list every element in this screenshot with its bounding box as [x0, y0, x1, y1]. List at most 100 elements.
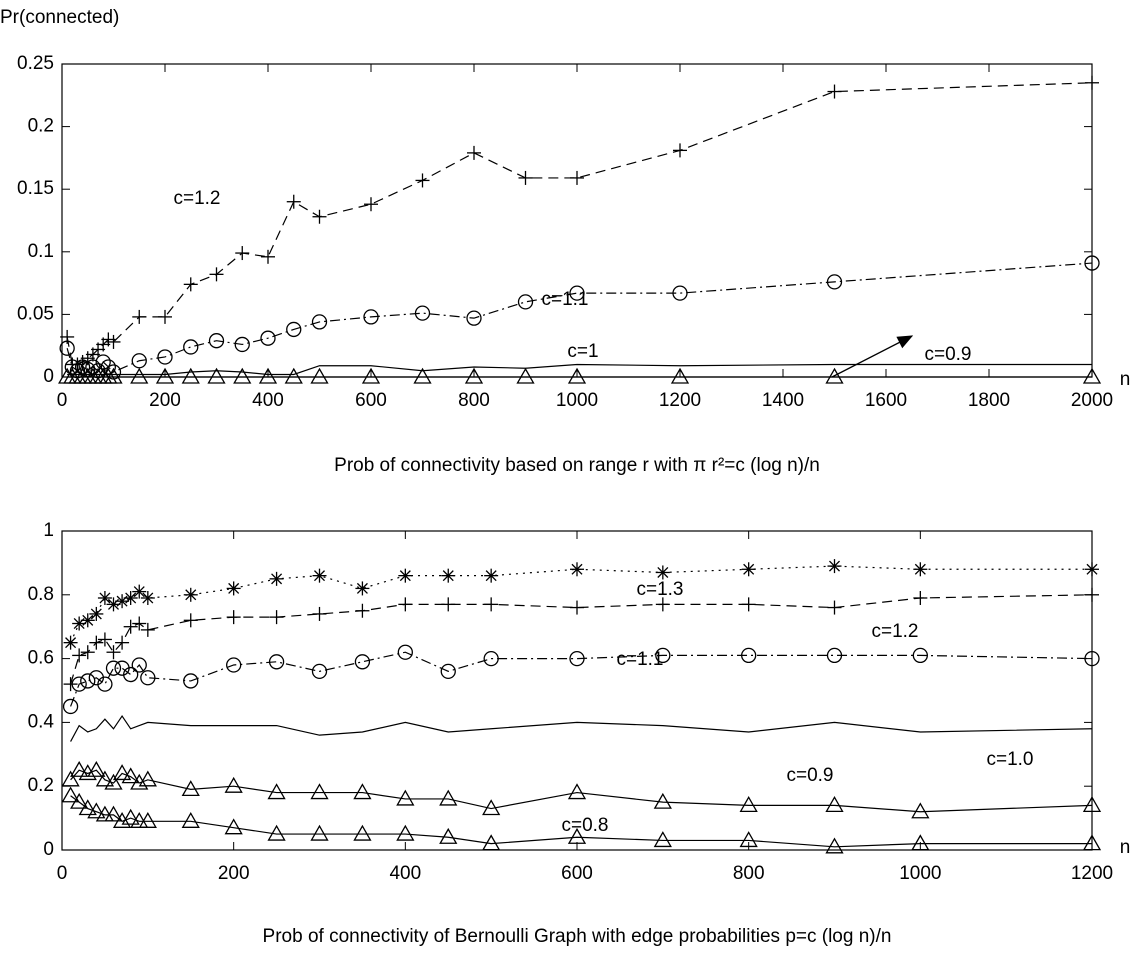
data-point [286, 321, 302, 338]
data-point [741, 597, 756, 612]
data-point [61, 786, 80, 803]
data-point [224, 776, 243, 793]
marker-shape [655, 647, 671, 664]
marker-shape [825, 796, 844, 812]
annotation: c=1.0 [986, 749, 1033, 770]
y-tick-label: 0.2 [28, 116, 54, 137]
marker-stroke [1086, 563, 1098, 575]
marker-shape [363, 309, 379, 325]
data-point [825, 796, 844, 812]
data-point [312, 209, 327, 224]
annotation: c=1.1 [616, 649, 663, 670]
marker-shape [104, 367, 123, 384]
marker-stroke [829, 560, 840, 572]
data-point [1082, 367, 1102, 384]
data-point [207, 367, 226, 384]
data-point [140, 590, 155, 605]
data-point [655, 647, 671, 664]
annotation-arrow [831, 335, 914, 378]
data-point [363, 309, 379, 325]
data-point [310, 367, 329, 384]
marker-shape [208, 333, 225, 349]
marker-stroke [185, 589, 197, 601]
marker-shape [181, 367, 200, 384]
marker-shape [183, 673, 199, 689]
data-point [233, 367, 252, 384]
data-point [72, 648, 87, 663]
data-point [234, 336, 250, 353]
data-point [825, 367, 844, 384]
data-point [261, 249, 275, 264]
marker-shape [70, 792, 89, 809]
marker-shape [62, 698, 79, 715]
data-point [413, 367, 432, 384]
marker-shape [912, 647, 928, 664]
y-tick-label: 0.05 [17, 303, 54, 324]
data-point [1085, 75, 1099, 90]
data-point [132, 584, 147, 599]
data-point [157, 349, 173, 365]
data-point [567, 367, 587, 384]
marker-stroke [99, 592, 111, 604]
marker-stroke [65, 637, 77, 649]
data-point [516, 367, 535, 384]
data-point [70, 760, 89, 777]
data-point [415, 173, 430, 188]
data-point [183, 613, 198, 628]
annotation: c=1.1 [541, 289, 588, 310]
marker-shape [207, 367, 226, 384]
data-point [482, 834, 501, 851]
data-point [570, 562, 584, 577]
marker-shape [71, 676, 87, 692]
data-point [95, 770, 115, 787]
plot-frame [61, 63, 1093, 378]
data-point [138, 770, 157, 787]
data-point [269, 571, 284, 586]
data-point [364, 197, 378, 212]
marker-shape [284, 367, 303, 384]
data-point [80, 673, 96, 689]
data-point [183, 673, 199, 689]
marker-shape [739, 831, 758, 848]
marker-shape [310, 824, 329, 841]
data-point [354, 654, 371, 670]
marker-shape [396, 789, 415, 806]
marker-shape [483, 650, 499, 667]
data-point [466, 310, 482, 326]
data-point [484, 568, 499, 583]
annotation: c=0.8 [561, 815, 608, 836]
data-point [567, 783, 587, 800]
data-point [63, 677, 78, 692]
data-point [312, 568, 327, 583]
marker-shape [826, 274, 843, 290]
data-point [132, 616, 147, 631]
marker-shape [157, 349, 173, 365]
data-point [570, 170, 584, 185]
data-point [398, 597, 413, 612]
y-tick-label: 0.2 [28, 775, 54, 796]
data-point [361, 367, 381, 384]
annotation: c=1.2 [871, 621, 918, 642]
series-line [70, 651, 1093, 707]
data-point [464, 367, 484, 384]
data-point [183, 587, 198, 602]
marker-shape [353, 783, 372, 800]
marker-stroke [442, 570, 454, 582]
marker-shape [70, 760, 89, 777]
x-tick-label: 400 [252, 390, 284, 411]
data-point [138, 811, 157, 828]
y-tick-label: 0 [43, 839, 54, 860]
data-point [181, 811, 200, 828]
marker-shape [121, 767, 140, 784]
series-line [70, 565, 1092, 643]
data-point [655, 597, 670, 612]
data-point [911, 802, 930, 819]
data-point [739, 796, 758, 812]
data-point [226, 581, 241, 596]
data-point [106, 645, 121, 660]
data-point [104, 367, 123, 384]
series-line [70, 769, 1093, 813]
marker-shape [569, 285, 585, 301]
x-tick-label: 1200 [1071, 863, 1113, 884]
marker-shape [181, 780, 200, 797]
